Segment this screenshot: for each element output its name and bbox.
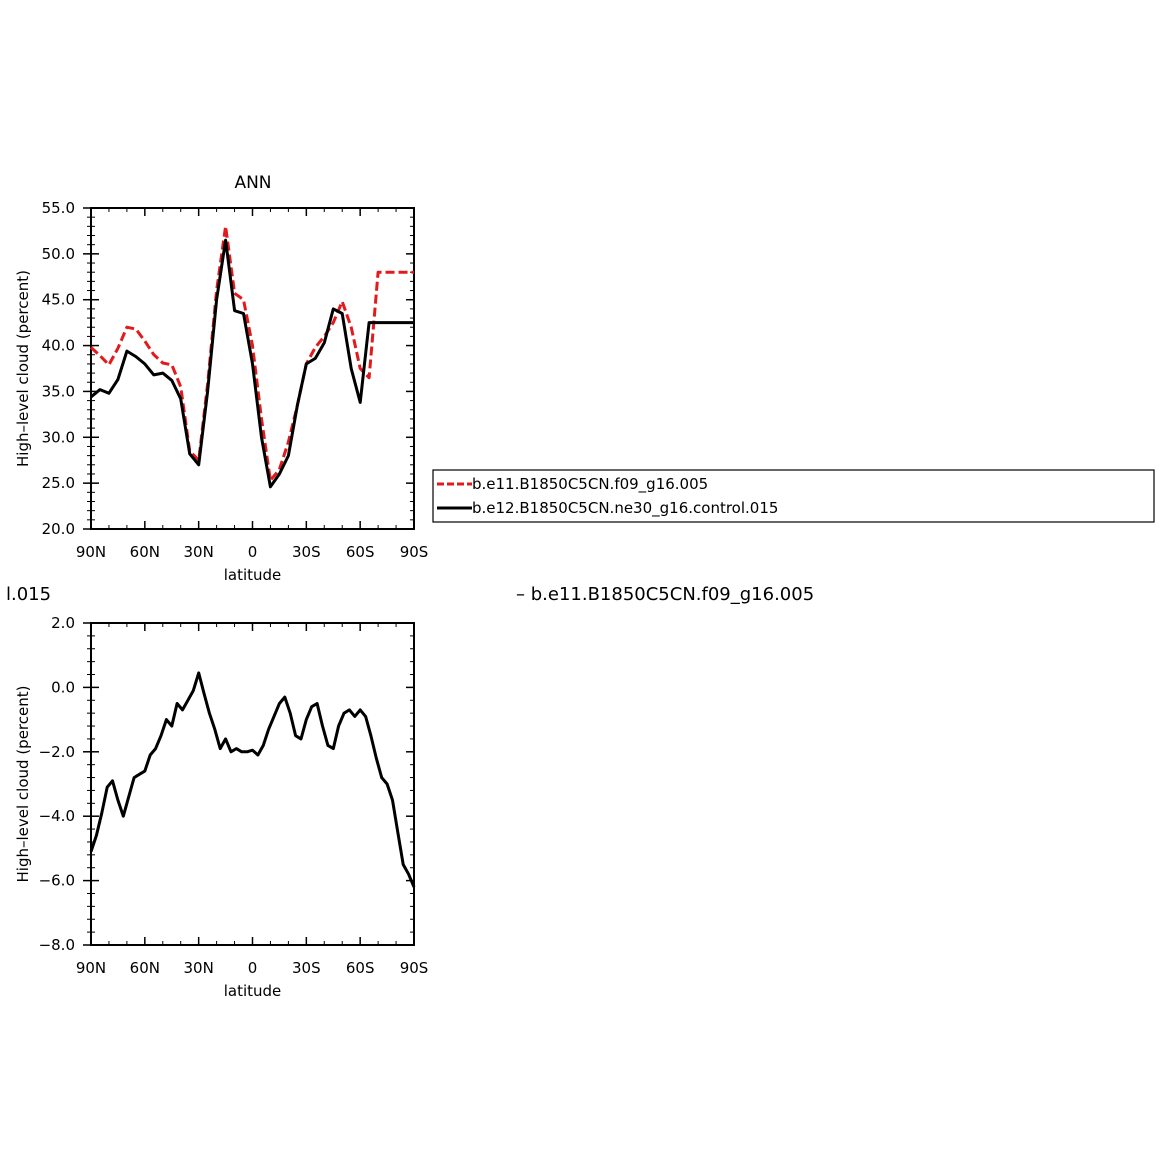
x-tick-label: 30N [184,959,214,977]
x-tick-label: 0 [248,959,258,977]
series-line-1 [89,671,416,888]
fragment-left-text: l.015 [6,584,51,605]
legend-box: b.e11.B1850C5CN.f09_g16.005 b.e12.B1850C… [432,469,1155,523]
y-tick-label: 40.0 [42,337,75,355]
y-tick-label: 45.0 [42,291,75,309]
y-axis-label: High–level cloud (percent) [14,270,32,467]
y-tick-label: −4.0 [39,807,75,825]
x-tick-label: 0 [248,543,258,561]
x-tick-label: 90N [76,959,106,977]
legend-label-series-1: b.e11.B1850C5CN.f09_g16.005 [472,475,708,494]
x-tick-label: 30N [184,543,214,561]
top-chart-panel: 90N 60N 30N 0 30S 60S 90S 20.0 25.0 30.0 35.0 40.0 4… [14,199,428,584]
legend-frame [432,469,1155,523]
plot-frame [90,622,415,946]
y-tick-label: 25.0 [42,474,75,492]
y-tick-label: 0.0 [51,678,75,696]
x-tick-label: 90N [76,543,106,561]
bottom-chart-panel: 90N 60N 30N 0 30S 60S 90S −8.0 −6.0 −4.0 −2.0 0.0 2.… [14,614,428,1000]
x-tick-label: 90S [400,543,429,561]
y-tick-label: 55.0 [42,199,75,217]
top-panel-title: ANN [234,173,271,193]
x-tick-label: 30S [292,543,321,561]
y-axis-label: High–level cloud (percent) [14,686,32,883]
x-tick-label: 60N [130,543,160,561]
y-tick-label: −8.0 [39,936,75,954]
y-tick-label: −2.0 [39,743,75,761]
x-tick-label: 90S [400,959,429,977]
x-tick-label: 60N [130,959,160,977]
x-axis-label: latitude [224,982,282,1000]
y-tick-label: 50.0 [42,245,75,263]
series-line-2 [90,238,414,489]
fragment-right-text: – b.e11.B1850C5CN.f09_g16.005 [516,584,814,605]
legend-label-series-2: b.e12.B1850C5CN.ne30_g16.control.015 [472,499,778,518]
x-axis-label: latitude [224,566,282,584]
series-line-1 [89,224,414,482]
x-tick-label: 60S [346,959,375,977]
x-tick-label: 60S [346,543,375,561]
x-tick-label: 30S [292,959,321,977]
y-tick-label: 35.0 [42,382,75,400]
y-tick-label: −6.0 [39,872,75,890]
y-tick-label: 30.0 [42,428,75,446]
y-tick-label: 2.0 [51,614,75,632]
y-tick-label: 20.0 [42,520,75,538]
